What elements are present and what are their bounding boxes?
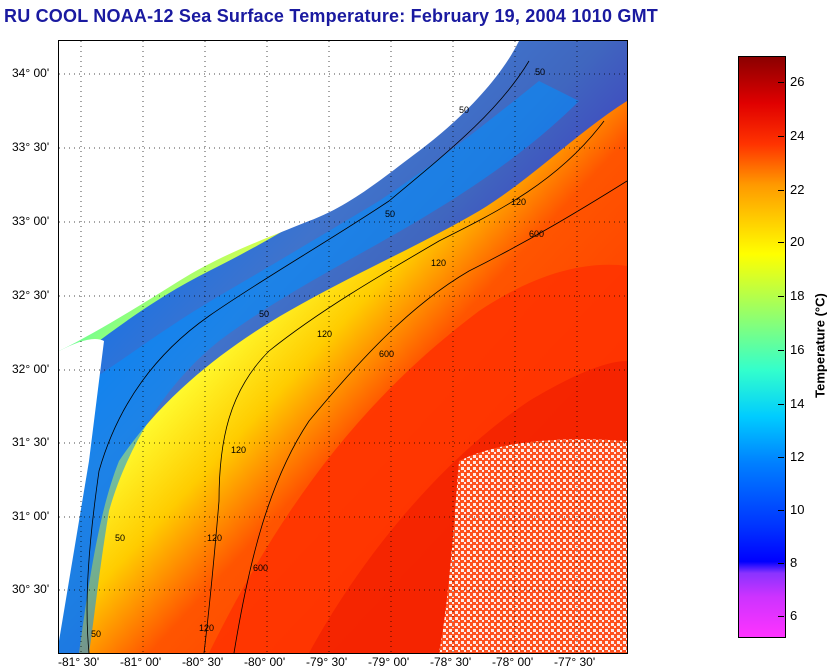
coastal-cold-water — [59, 41, 627, 653]
land-area — [59, 41, 519, 351]
contour-label: 120 — [317, 329, 332, 339]
lon-label: -81° 30' — [58, 655, 100, 669]
lon-label: -78° 00' — [492, 655, 534, 669]
colorbar-label: Temperature (°C) — [812, 293, 828, 398]
lat-label: 31° 30' — [12, 435, 50, 449]
lon-label: -80° 30' — [182, 655, 224, 669]
lat-label: 32° 30' — [12, 288, 50, 302]
contour-label: 120 — [199, 623, 214, 633]
contour-label: 50 — [115, 533, 125, 543]
sst-map[interactable]: 50 50 50 50 50 50 120 120 120 120 120 12… — [58, 40, 628, 654]
colorbar-tick: 12 — [790, 449, 805, 464]
cloud-cover — [439, 439, 627, 653]
sst-map-svg: 50 50 50 50 50 50 120 120 120 120 120 12… — [59, 41, 627, 653]
contour-label: 50 — [459, 105, 469, 115]
contour-label: 50 — [259, 309, 269, 319]
contour-label: 120 — [231, 445, 246, 455]
contour-label: 50 — [385, 209, 395, 219]
colorbar-tick: 8 — [790, 555, 798, 570]
colorbar-tick: 14 — [790, 396, 805, 411]
graticule — [59, 41, 627, 653]
lon-label: -79° 00' — [368, 655, 410, 669]
contour-label: 600 — [253, 563, 268, 573]
colorbar-tick: 18 — [790, 288, 805, 303]
lat-label: 33° 30' — [12, 140, 50, 154]
contour-120 — [203, 120, 605, 653]
lat-label: 30° 30' — [12, 582, 50, 596]
lon-label: -78° 30' — [430, 655, 472, 669]
contour-label: 120 — [431, 258, 446, 268]
contour-label: 120 — [511, 197, 526, 207]
colorbar-gradient — [739, 57, 785, 637]
colorbar-tick: 6 — [790, 608, 798, 623]
lon-label: -77° 30' — [554, 655, 596, 669]
lon-label: -81° 00' — [120, 655, 162, 669]
lat-label: 33° 00' — [12, 214, 50, 228]
lon-label: -80° 00' — [244, 655, 286, 669]
colorbar-tick: 16 — [790, 342, 805, 357]
contour-label: 600 — [529, 229, 544, 239]
lat-label: 31° 00' — [12, 509, 50, 523]
contour-label: 50 — [91, 629, 101, 639]
contour-600 — [233, 180, 627, 653]
contour-50 — [86, 60, 530, 653]
colorbar-tick: 22 — [790, 182, 805, 197]
contour-label: 600 — [379, 349, 394, 359]
colorbar-tick: 24 — [790, 128, 805, 143]
colorbar-tick: 26 — [790, 74, 805, 89]
contour-label: 50 — [535, 67, 545, 77]
lat-label: 32° 00' — [12, 362, 50, 376]
contour-label: 120 — [207, 533, 222, 543]
colorbar-tick: 20 — [790, 234, 805, 249]
colorbar — [738, 56, 786, 638]
map-title: RU COOL NOAA-12 Sea Surface Temperature:… — [4, 6, 658, 26]
lat-label: 34° 00' — [12, 66, 50, 80]
bathymetry-contours — [86, 60, 627, 653]
lon-label: -79° 30' — [306, 655, 348, 669]
colorbar-tick: 10 — [790, 502, 805, 517]
